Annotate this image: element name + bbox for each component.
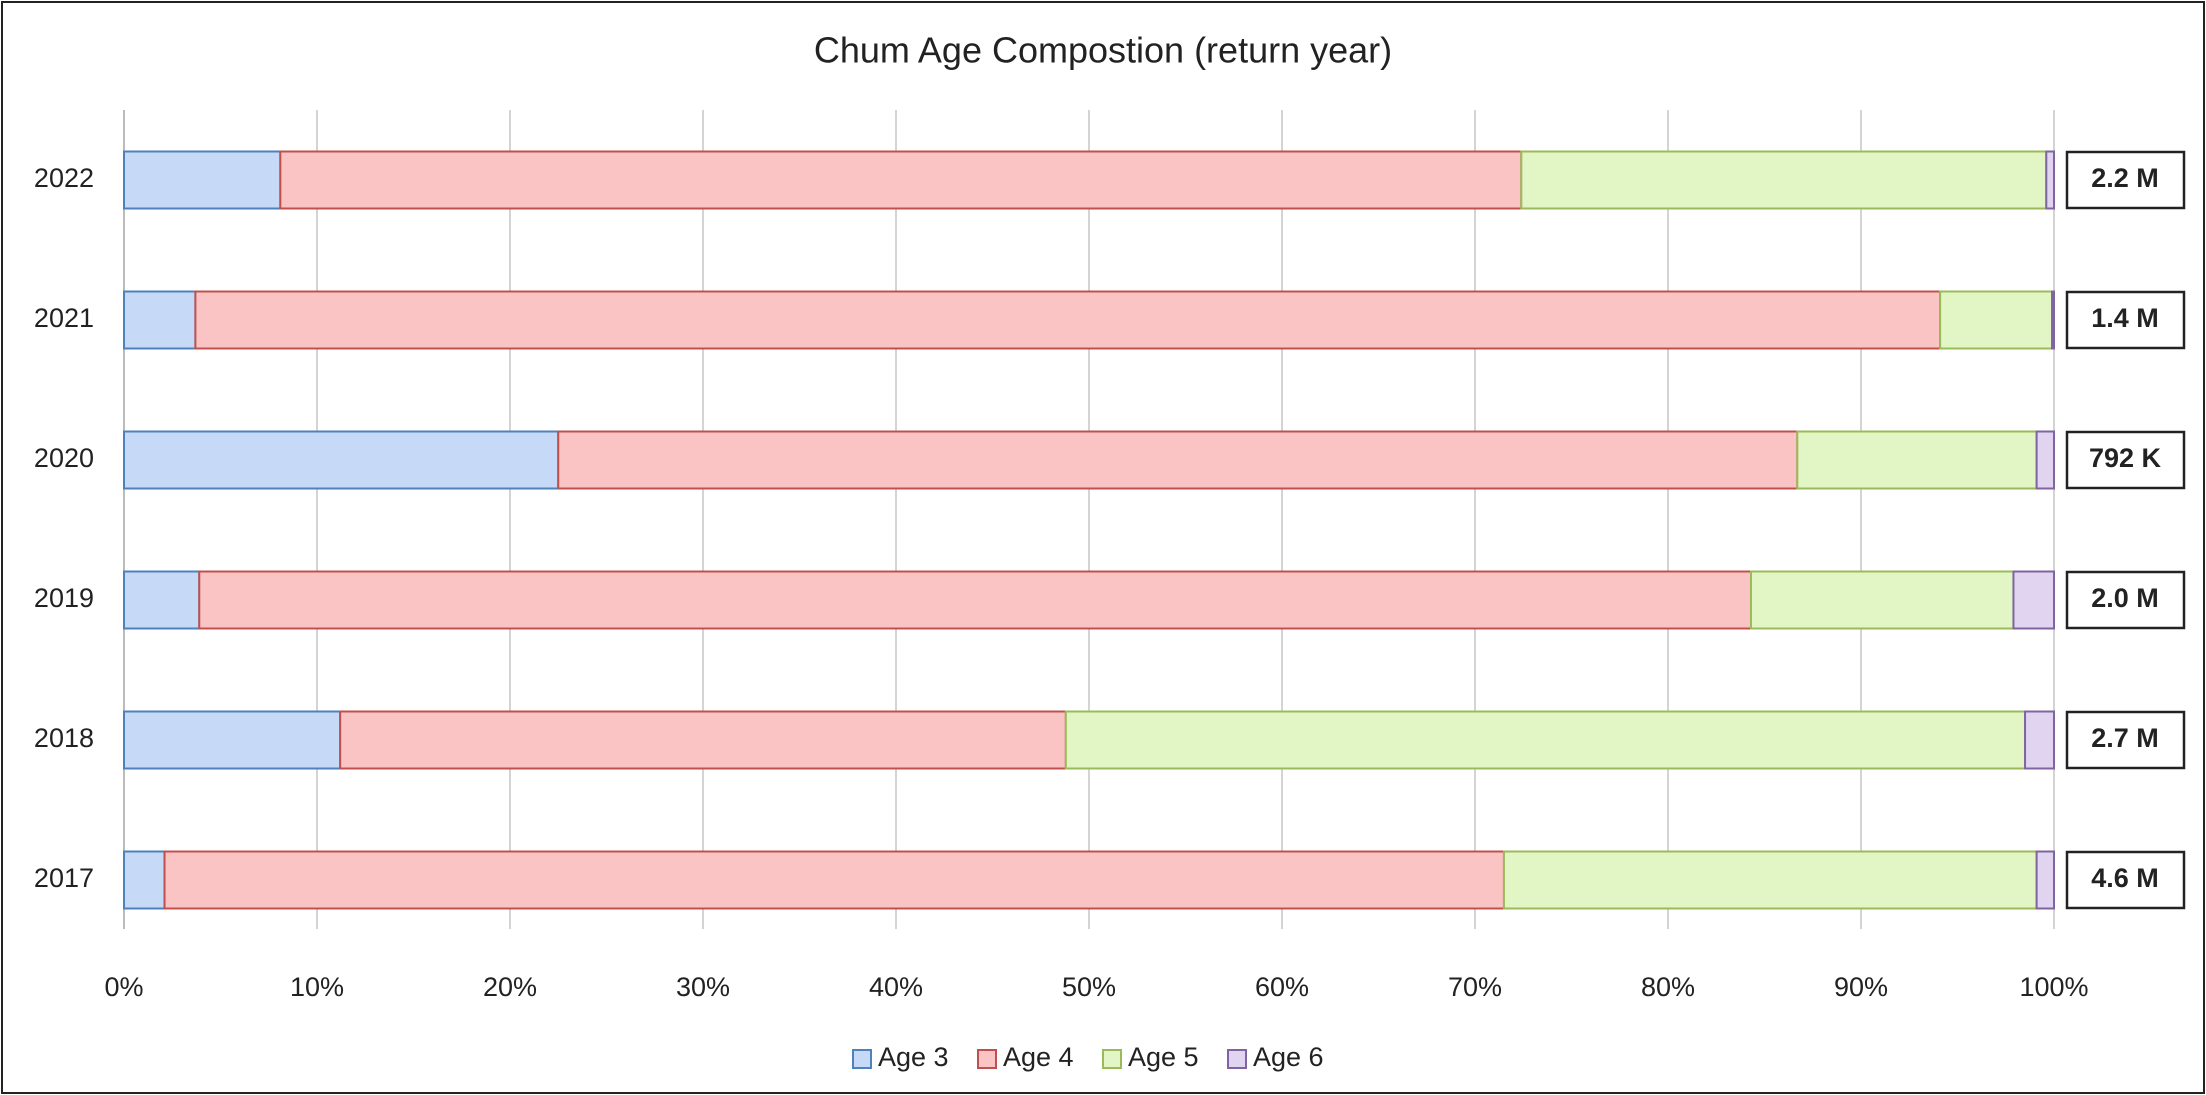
- total-label: 1.4 M: [2091, 303, 2159, 333]
- bar-segment: [123, 290, 197, 350]
- bar-segment: [1502, 850, 2038, 910]
- x-tick-label: 60%: [1255, 972, 1309, 1002]
- y-tick-label: 2022: [34, 163, 94, 193]
- x-tick-label: 20%: [483, 972, 537, 1002]
- legend-label: Age 5: [1128, 1042, 1199, 1072]
- bar-segment: [2035, 850, 2056, 910]
- legend-label: Age 4: [1003, 1042, 1074, 1072]
- bar-segment: [557, 430, 1799, 490]
- total-label: 2.2 M: [2091, 163, 2159, 193]
- x-tick-label: 90%: [1834, 972, 1888, 1002]
- bar-segment: [2045, 150, 2056, 210]
- bar-segment: [1064, 710, 2027, 770]
- bar-segment: [194, 290, 1942, 350]
- legend-label: Age 3: [878, 1042, 949, 1072]
- bar-segment: [123, 570, 201, 630]
- x-tick-label: 100%: [2019, 972, 2088, 1002]
- total-box: [2065, 850, 2186, 910]
- bar-segment: [123, 430, 560, 490]
- total-label: 4.6 M: [2091, 863, 2159, 893]
- bar-segment: [123, 850, 166, 910]
- bar-segment: [198, 570, 1752, 630]
- total-box: [2065, 570, 2186, 630]
- y-tick-label: 2017: [34, 863, 94, 893]
- x-tick-label: 0%: [104, 972, 143, 1002]
- y-tick-label: 2018: [34, 723, 94, 753]
- total-label: 2.7 M: [2091, 723, 2159, 753]
- bar-segment: [1796, 430, 2038, 490]
- x-tick-label: 30%: [676, 972, 730, 1002]
- x-tick-label: 10%: [290, 972, 344, 1002]
- y-tick-label: 2021: [34, 303, 94, 333]
- bar-segment: [1520, 150, 2048, 210]
- x-tick-label: 50%: [1062, 972, 1116, 1002]
- bar-segment: [1749, 570, 2015, 630]
- legend-swatch: [1227, 1049, 1247, 1069]
- total-box: [2065, 710, 2186, 770]
- total-box: [2065, 430, 2186, 490]
- y-tick-label: 2019: [34, 583, 94, 613]
- bar-segment: [2051, 290, 2056, 350]
- legend-swatch: [1102, 1049, 1122, 1069]
- bar-segment: [279, 150, 1523, 210]
- bar-segment: [1939, 290, 2054, 350]
- legend-swatch: [977, 1049, 997, 1069]
- total-box: [2065, 150, 2186, 210]
- bar-segment: [2012, 570, 2055, 630]
- bar-segment: [339, 710, 1067, 770]
- y-tick-label: 2020: [34, 443, 94, 473]
- chart-title: Chum Age Compostion (return year): [814, 30, 1392, 71]
- legend-swatch: [852, 1049, 872, 1069]
- x-tick-label: 70%: [1448, 972, 1502, 1002]
- total-label: 2.0 M: [2091, 583, 2159, 613]
- x-tick-label: 80%: [1641, 972, 1695, 1002]
- bar-segment: [123, 710, 342, 770]
- legend-label: Age 6: [1253, 1042, 1324, 1072]
- total-box: [2065, 290, 2186, 350]
- total-label: 792 K: [2089, 443, 2162, 473]
- bar-segment: [2035, 430, 2056, 490]
- bar-segment: [163, 850, 1505, 910]
- bar-segment: [123, 150, 282, 210]
- x-tick-label: 40%: [869, 972, 923, 1002]
- bar-segment: [2024, 710, 2056, 770]
